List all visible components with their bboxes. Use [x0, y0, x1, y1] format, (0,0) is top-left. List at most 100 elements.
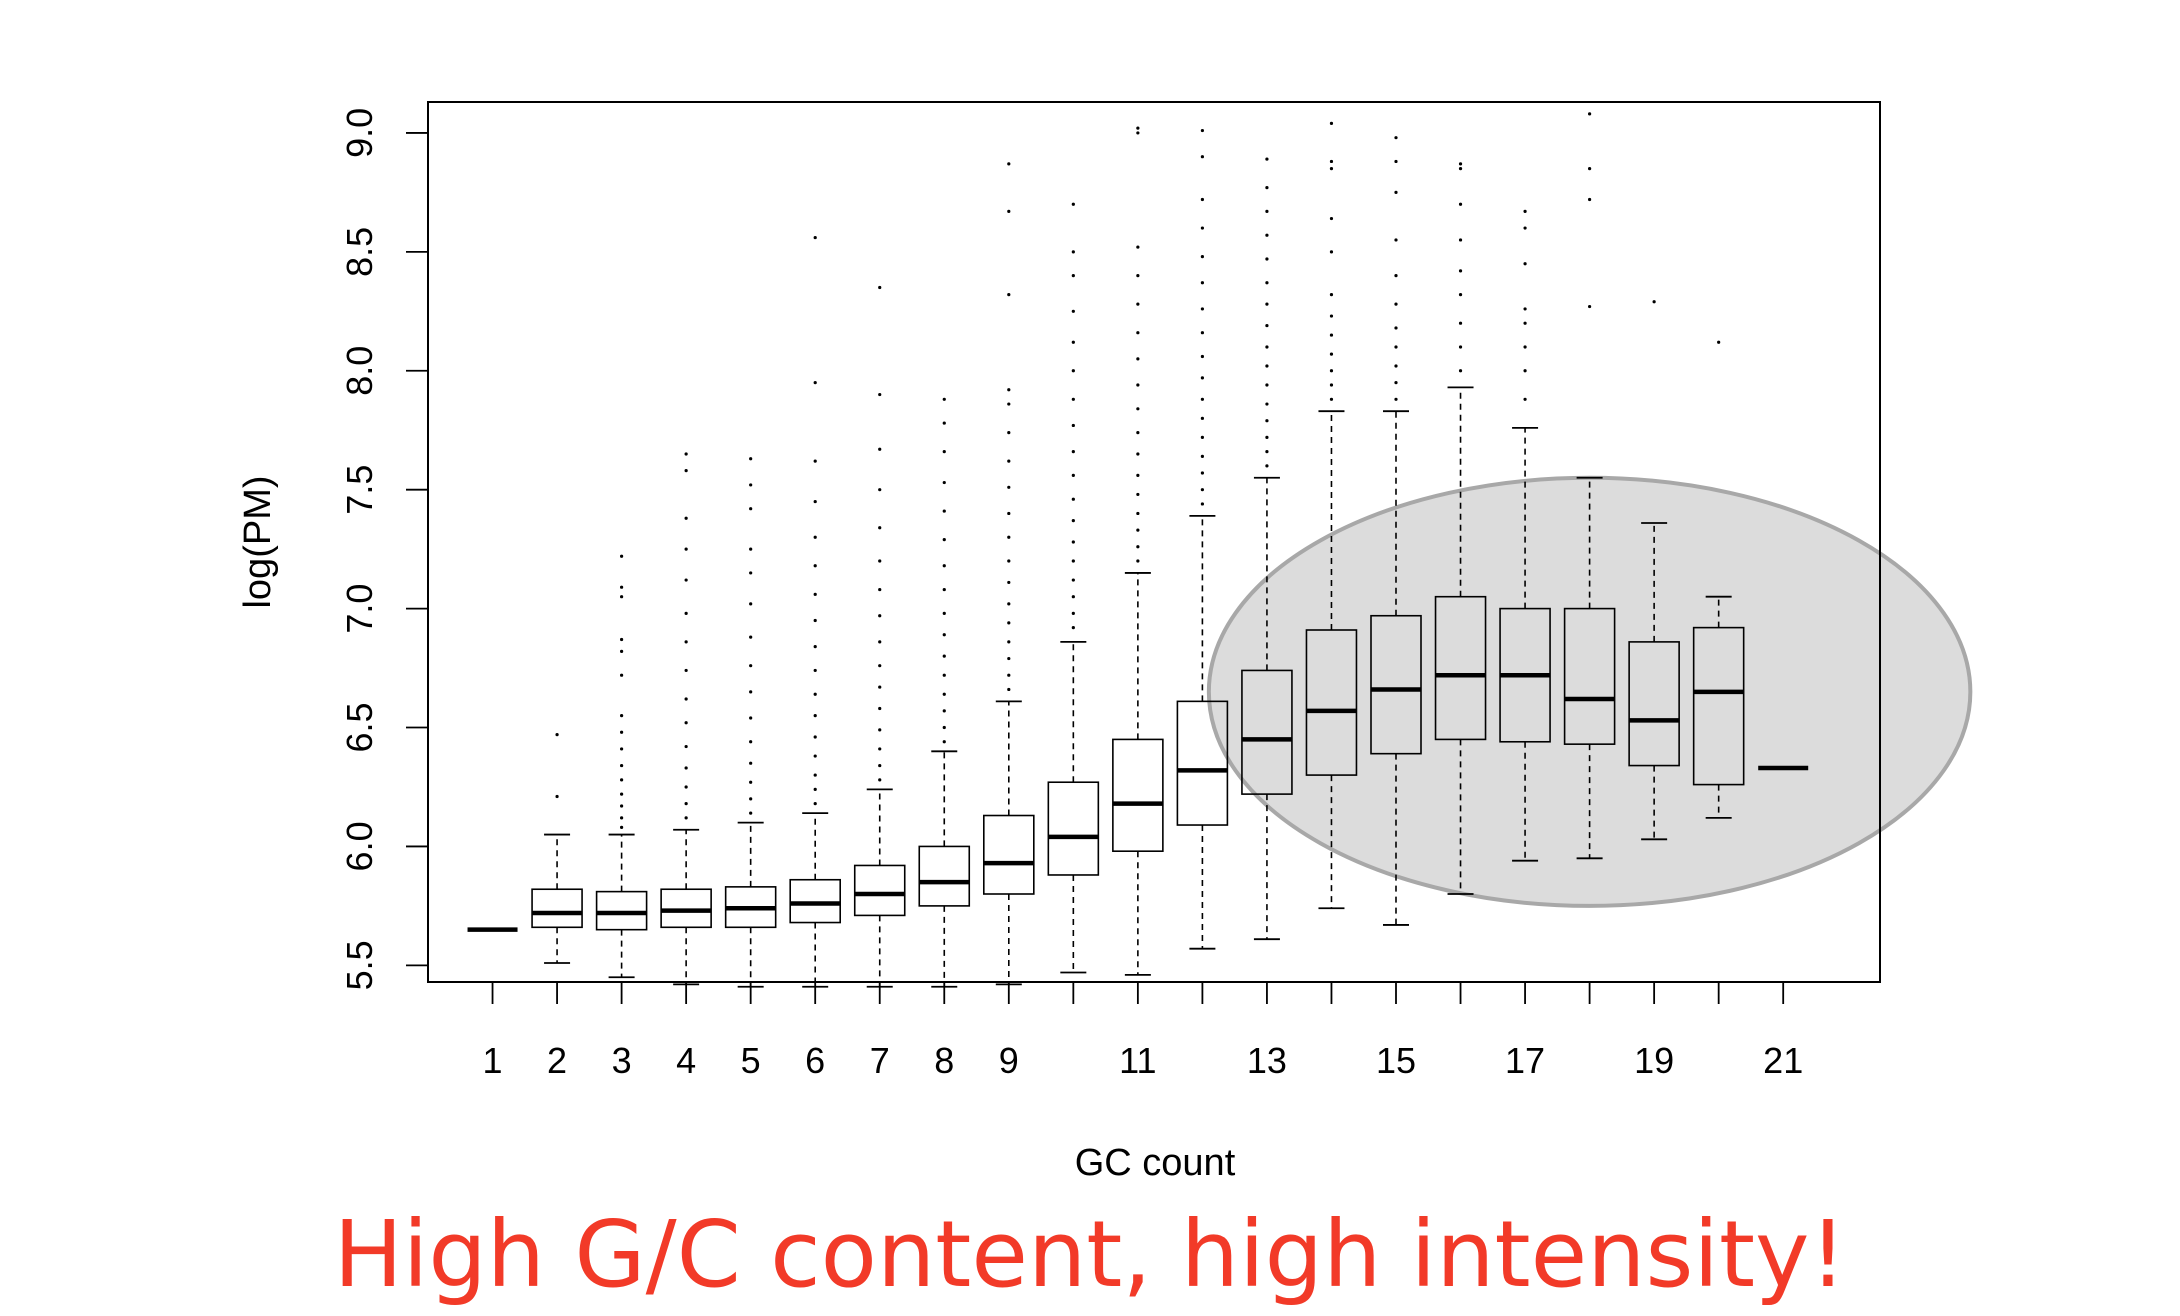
- outlier-point: [1265, 419, 1269, 423]
- outlier-point: [813, 499, 817, 504]
- iqr-box: [1370, 614, 1422, 755]
- outlier-point: [1007, 621, 1011, 625]
- outlier-point: [1200, 155, 1204, 159]
- outlier-point: [749, 740, 753, 744]
- outlier-point: [1717, 340, 1721, 344]
- box-gc-4: [660, 452, 712, 986]
- outlier-point: [878, 706, 882, 711]
- outlier-point: [1200, 281, 1204, 285]
- outlier-point: [1329, 250, 1334, 254]
- y-tick-label: 5.5: [339, 940, 380, 990]
- outlier-point: [684, 802, 688, 806]
- iqr-box: [982, 814, 1035, 895]
- outlier-point: [1329, 314, 1334, 318]
- outlier-point: [813, 692, 817, 696]
- outlier-point: [1136, 492, 1140, 497]
- outlier-point: [1136, 545, 1140, 549]
- outlier-point: [1458, 369, 1463, 373]
- outlier-point: [684, 766, 688, 770]
- y-tick-label: 8.5: [339, 227, 380, 277]
- outlier-point: [1265, 323, 1269, 328]
- outlier-point: [942, 633, 946, 637]
- iqr-box: [1434, 595, 1487, 741]
- outlier-point: [1200, 397, 1204, 401]
- outlier-point: [1523, 321, 1527, 325]
- outlier-point: [1007, 580, 1011, 585]
- outlier-point: [749, 635, 753, 639]
- outlier-point: [555, 733, 559, 737]
- outlier-point: [620, 673, 624, 677]
- outlier-point: [1136, 274, 1140, 278]
- outlier-point: [813, 618, 817, 623]
- box-gc-14: [1305, 121, 1358, 910]
- outlier-point: [1523, 307, 1527, 311]
- outlier-point: [620, 554, 624, 558]
- outlier-point: [878, 587, 882, 592]
- outlier-point: [813, 802, 817, 806]
- box-gc-2: [531, 733, 583, 964]
- outlier-point: [1394, 397, 1398, 401]
- iqr-box: [1305, 629, 1358, 776]
- outlier-point: [1007, 640, 1011, 644]
- outlier-point: [1071, 309, 1075, 313]
- outlier-point: [1458, 321, 1463, 325]
- outlier-point: [684, 640, 688, 644]
- outlier-point: [942, 611, 946, 615]
- outlier-point: [1265, 402, 1269, 406]
- outlier-point: [749, 483, 753, 487]
- outlier-point: [878, 640, 882, 644]
- outlier-point: [878, 392, 882, 397]
- outlier-point: [620, 714, 624, 718]
- gc-boxplot-chart: 1 2 3 4 5 6 7 8 9 11 13 15 17 19 21 5.5 6.0 6.5 7.0 7.5 8.0…: [237, 101, 1973, 1184]
- outlier-point: [813, 773, 817, 777]
- outlier-point: [1136, 302, 1140, 306]
- outlier-point: [1394, 238, 1398, 242]
- y-axis-label: log(PM): [237, 475, 279, 608]
- outlier-point: [1071, 497, 1075, 501]
- outlier-point: [942, 480, 946, 485]
- outlier-point: [1329, 216, 1334, 221]
- iqr-box: [918, 845, 971, 907]
- outlier-point: [1265, 383, 1269, 387]
- y-tick-label: 7.0: [339, 584, 380, 634]
- outlier-point: [1071, 611, 1075, 615]
- outlier-point: [749, 761, 753, 765]
- iqr-box: [1176, 700, 1229, 826]
- box-gc-6: [789, 235, 842, 988]
- iqr-box: [1112, 738, 1164, 852]
- boxes: [467, 112, 1809, 988]
- outlier-point: [1265, 364, 1269, 368]
- outlier-point: [813, 564, 817, 568]
- outlier-point: [878, 526, 882, 530]
- outlier-point: [878, 559, 882, 563]
- x-tick-label: 7: [870, 1040, 890, 1081]
- outlier-point: [813, 787, 817, 791]
- outlier-point: [1200, 307, 1204, 311]
- outlier-point: [749, 507, 753, 511]
- outlier-point: [1265, 345, 1269, 349]
- outlier-point: [684, 668, 688, 673]
- outlier-point: [684, 578, 688, 582]
- outlier-point: [1394, 190, 1398, 194]
- outlier-point: [1136, 126, 1140, 130]
- outlier-point: [813, 381, 817, 385]
- outlier-point: [942, 421, 946, 425]
- x-tick-label: 9: [999, 1040, 1019, 1081]
- outlier-point: [1329, 333, 1334, 337]
- iqr-box: [853, 864, 906, 917]
- outlier-point: [1136, 528, 1140, 532]
- outlier-point: [1200, 128, 1204, 133]
- outlier-point: [1007, 402, 1011, 406]
- outlier-point: [1136, 131, 1140, 135]
- outlier-point: [1458, 162, 1463, 166]
- outlier-point: [1329, 352, 1334, 356]
- outlier-point: [1200, 376, 1204, 380]
- outlier-point: [620, 816, 624, 820]
- outlier-point: [1329, 293, 1334, 297]
- y-tick-label: 6.5: [339, 702, 380, 752]
- iqr-box: [1692, 626, 1745, 786]
- outlier-point: [1071, 340, 1075, 344]
- outlier-point: [1007, 430, 1011, 435]
- x-tick-label: 8: [934, 1040, 954, 1081]
- outlier-point: [878, 763, 882, 768]
